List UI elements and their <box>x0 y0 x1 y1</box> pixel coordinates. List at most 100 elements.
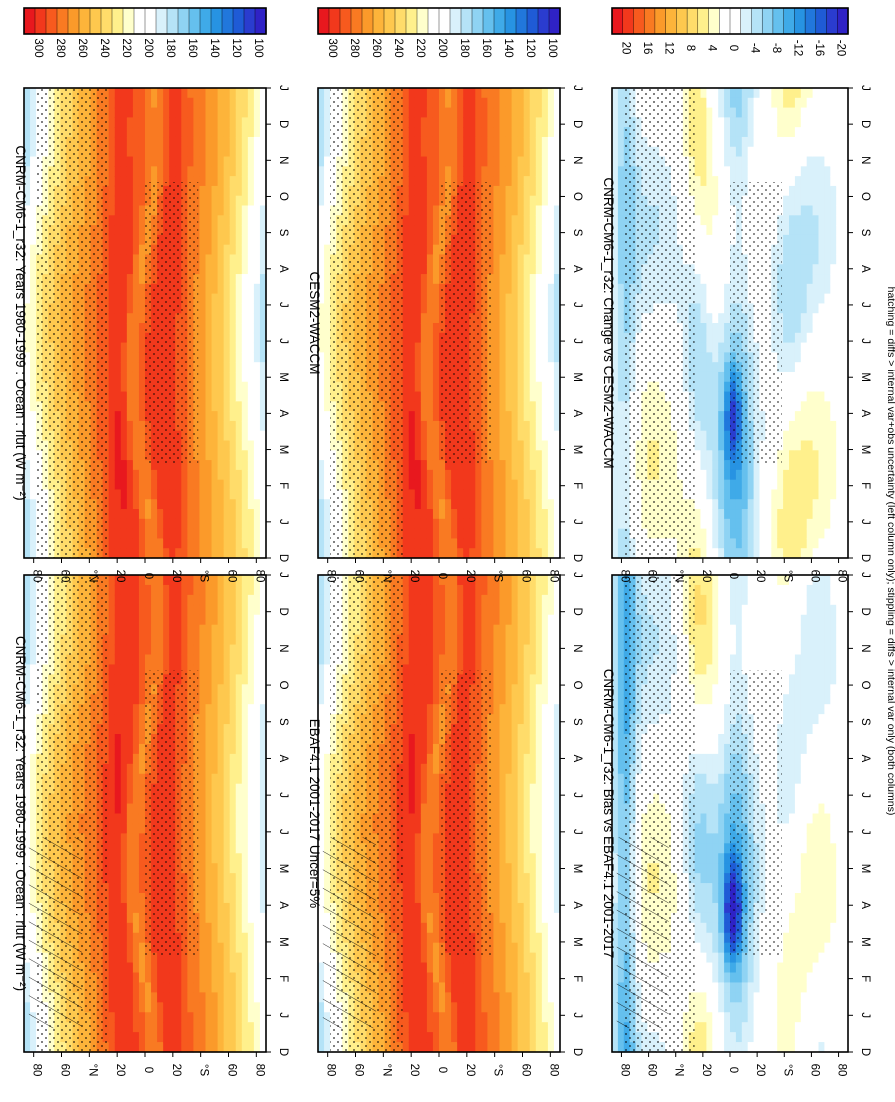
field-cell <box>217 912 225 924</box>
field-cell <box>408 912 416 924</box>
field-cell <box>408 972 416 984</box>
field-cell <box>229 863 237 874</box>
field-cell <box>529 833 537 844</box>
field-cell <box>241 575 249 586</box>
field-cell <box>535 962 543 974</box>
field-cell <box>217 614 225 626</box>
field-cell <box>511 833 519 844</box>
field-cell <box>541 1022 549 1033</box>
field-cell <box>187 1012 194 1023</box>
field-cell <box>223 743 231 755</box>
field-cell <box>24 714 31 725</box>
field-cell <box>253 833 261 844</box>
field-cell <box>247 902 255 914</box>
field-cell <box>175 624 182 636</box>
field-cell <box>229 922 237 934</box>
field-cell <box>402 724 410 735</box>
field-cell <box>181 972 188 984</box>
field-cell <box>499 614 507 626</box>
field-cell <box>612 694 619 705</box>
field-cell <box>432 624 440 636</box>
field-cell <box>145 972 152 984</box>
month-tick-label: A <box>277 755 289 763</box>
field-cell <box>181 604 188 616</box>
field-cell <box>193 1032 201 1043</box>
field-cell <box>718 893 725 904</box>
field-cell <box>505 584 513 596</box>
field-cell <box>420 932 428 944</box>
field-cell <box>451 952 458 964</box>
field-cell <box>247 634 255 646</box>
field-cell <box>402 803 410 815</box>
field-cell <box>493 704 501 715</box>
field-cell <box>730 1032 737 1043</box>
field-cell <box>706 902 713 914</box>
field-cell <box>463 575 470 586</box>
field-cell <box>469 1032 476 1043</box>
field-cell <box>694 853 702 864</box>
field-cell <box>108 594 116 606</box>
field-cell <box>108 922 116 934</box>
field-cell <box>517 1012 525 1023</box>
month-tick-label: S <box>277 718 289 726</box>
field-cell <box>451 614 458 626</box>
field-cell <box>553 1012 561 1023</box>
field-cell <box>402 863 410 874</box>
field-cell <box>151 634 158 646</box>
field-cell <box>108 863 116 874</box>
field-cell <box>30 654 37 666</box>
field-cell <box>730 962 737 974</box>
field-cell <box>199 982 207 993</box>
field-cell <box>541 724 549 735</box>
field-cell <box>402 684 410 695</box>
field-cell <box>547 614 555 626</box>
field-cell <box>493 714 501 725</box>
field-cell <box>612 763 619 775</box>
field-cell <box>318 1032 325 1043</box>
field-cell <box>439 1012 446 1023</box>
field-cell <box>612 793 619 805</box>
field-cell <box>432 912 440 924</box>
field-cell <box>324 654 331 666</box>
field-cell <box>108 734 116 745</box>
field-cell <box>114 594 122 606</box>
field-cell <box>426 664 434 675</box>
field-cell <box>547 704 555 715</box>
field-cell <box>235 763 243 775</box>
field-cell <box>241 684 249 695</box>
field-cell <box>241 1002 249 1013</box>
field-cell <box>132 644 140 656</box>
field-cell <box>517 853 525 864</box>
field-cell <box>541 922 549 934</box>
field-cell <box>517 634 525 646</box>
field-cell <box>535 823 543 834</box>
field-cell <box>408 843 416 854</box>
field-cell <box>426 962 434 974</box>
field-cell <box>241 982 249 993</box>
field-cell <box>253 1032 261 1043</box>
field-cell <box>114 972 122 984</box>
field-cell <box>535 584 543 596</box>
field-cell <box>529 1022 537 1033</box>
field-cell <box>114 704 122 715</box>
field-cell <box>612 584 619 596</box>
field-cell <box>712 1042 719 1053</box>
field-cell <box>108 1022 116 1033</box>
field-cell <box>229 942 237 954</box>
month-tick-label: M <box>571 864 583 874</box>
field-cell <box>414 803 422 815</box>
field-cell <box>187 594 194 606</box>
field-cell <box>700 743 707 755</box>
field-cell <box>217 624 225 636</box>
month-tick-label: M <box>277 937 289 947</box>
field-cell <box>408 704 416 715</box>
field-cell <box>235 942 243 954</box>
field-cell <box>724 922 731 934</box>
field-cell <box>612 833 619 844</box>
field-cell <box>163 594 170 606</box>
field-cell <box>420 982 428 993</box>
field-cell <box>469 1002 476 1013</box>
field-cell <box>108 912 116 924</box>
field-cell <box>138 1002 146 1013</box>
